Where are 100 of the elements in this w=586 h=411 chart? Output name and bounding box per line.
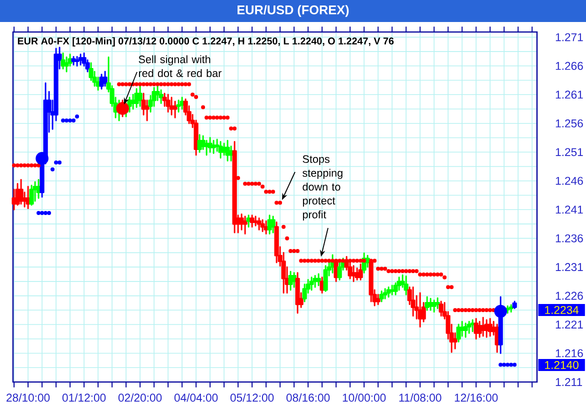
y-tick-label: 1.236 [556,234,583,242]
point [40,211,44,216]
y-tick-label: 1.246 [556,176,583,185]
candlestick [404,276,408,296]
candlestick [466,320,472,334]
point [58,160,62,164]
candlestick [270,216,276,234]
candlestick [211,140,216,154]
point [47,211,52,216]
point [44,211,48,216]
text: 1.2140 [545,360,578,370]
candlestick [176,100,181,113]
candlestick [512,300,517,310]
point [512,362,517,367]
candlestick [169,96,174,116]
annotation: Sell signal with red dot & red bar [138,55,222,78]
candlestick [32,181,38,202]
candlestick [386,286,391,298]
x-tick-label: 05/12:00 [230,393,274,402]
candlestick [292,272,296,288]
y-tick-label: 1.211 [556,378,582,386]
candlestick [225,140,230,162]
candlestick [379,290,384,302]
candlestick [74,56,80,67]
y-tick-label: 1.261 [556,90,583,99]
candlestick [432,300,436,313]
point [36,211,41,216]
candlestick [102,70,108,87]
candlestick [323,265,328,292]
point [61,118,66,123]
candlestick [60,52,66,70]
candlestick [250,214,254,228]
candlestick [508,304,514,313]
candlestick [390,284,394,296]
point [506,362,510,367]
candlestick [410,286,416,317]
y-tick-label: 1.221 [556,320,583,328]
point [50,167,55,172]
candlestick [218,141,223,159]
x-tick-label: 01/12:00 [62,393,106,402]
point [72,118,76,123]
y-tick-label: 1.226 [556,292,583,300]
candlestick [316,273,321,286]
candlestick [274,221,279,264]
candlestick [470,319,475,332]
point [68,118,72,123]
candlestick [295,272,300,314]
candlestick [18,178,24,205]
candlestick [463,322,468,338]
candlestick [309,276,314,291]
point [509,362,514,367]
y-tick-label: 1.271 [556,33,583,42]
x-tick-label: 28/10:00 [6,393,50,402]
candlestick [264,220,268,234]
point [54,160,58,164]
candlestick [29,184,34,206]
y-tick-label: 1.256 [556,119,583,128]
candlestick [256,217,262,230]
candlestick [166,94,170,113]
candlestick [260,219,265,232]
candlestick [242,216,248,234]
candlestick [208,137,212,153]
candlestick [158,89,164,104]
point [64,118,69,123]
point [75,114,80,118]
x-tick-label: 04/04:00 [174,393,218,402]
x-tick-label: 12/16:00 [454,393,498,402]
x-tick-label: 08/16:00 [286,393,330,402]
candlestick [172,100,178,118]
candlestick [376,294,380,306]
point [498,362,503,367]
candlestick [99,74,104,90]
candlestick [382,288,388,300]
candlestick [239,213,244,230]
candlestick [435,297,440,310]
y-tick-label: 1.251 [556,148,583,156]
candlestick [351,265,356,282]
candlestick [253,216,258,226]
y-tick-label: 1.266 [556,62,583,70]
text: 1.2234 [545,306,579,314]
y-tick-label: 1.231 [556,263,583,272]
x-tick-label: 11/08:00 [399,393,442,402]
chart-title: EUR/USD (FOREX) [238,5,349,17]
x-tick-label: 02/20:00 [118,393,162,402]
point [502,362,506,367]
candlestick [64,56,69,72]
annotation: Stops stepping down to protect profit [302,155,342,221]
candlestick [368,260,374,302]
x-tick-label: 10/00:00 [342,393,386,402]
candlestick [456,324,461,343]
candlestick [428,298,433,311]
candlestick [477,320,482,338]
candlestick [246,214,251,228]
candlestick [71,56,76,66]
candlestick [78,54,83,66]
candlestick [232,141,237,234]
chart-subtitle: EUR A0-FX [120-Min] 07/13/12 0.0000 C 1.2247, H 1.2250, L 1.2240, O 1.2247, V 76 [18,37,394,46]
y-tick-label: 1.241 [556,206,583,214]
candlestick [438,300,444,317]
y-tick-label: 1.216 [556,349,583,358]
